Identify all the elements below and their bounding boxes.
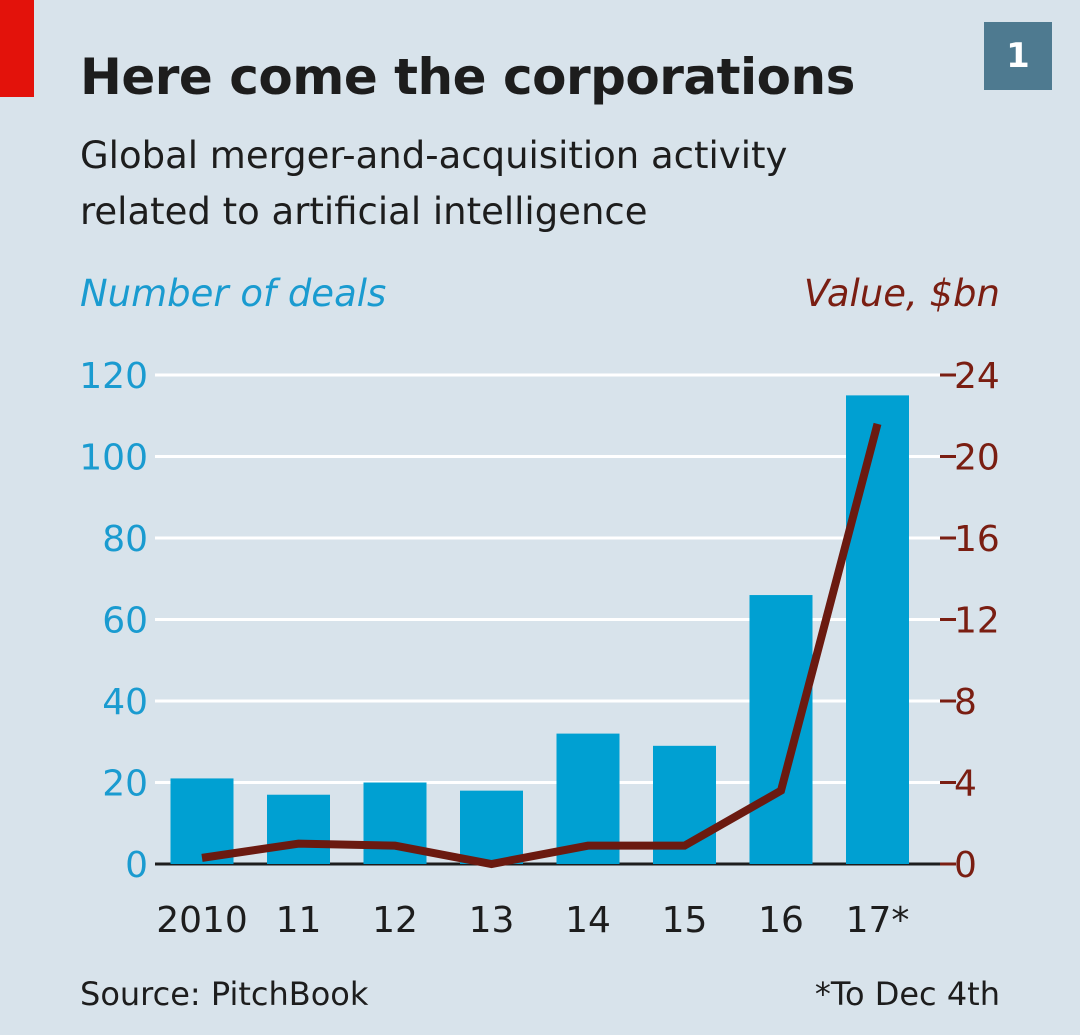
x-tick-label: 11 (276, 900, 322, 941)
left-axis-title: Number of deals (80, 272, 387, 315)
value-series-line (201, 422, 882, 869)
right-axis-title: Value, $bn (803, 272, 1000, 315)
right-tick-label: 20 (954, 438, 1000, 479)
left-tick-label: 80 (102, 519, 148, 560)
chart-number-badge: 1 (984, 22, 1052, 90)
left-tick-label: 100 (79, 438, 148, 479)
red-accent-tab (0, 0, 34, 97)
right-tick-label: 8 (954, 682, 977, 723)
x-tick-label: 14 (565, 900, 611, 941)
footnote: *To Dec 4th (814, 975, 1000, 1013)
left-tick-label: 20 (102, 764, 148, 805)
left-tick-label: 0 (125, 845, 148, 886)
source-note: Source: PitchBook (80, 975, 369, 1013)
x-tick-label: 15 (662, 900, 708, 941)
chart-subtitle: Global merger-and-acquisition activity r… (80, 134, 788, 233)
gridlines (155, 373, 956, 866)
x-tick-label: 17* (846, 900, 910, 941)
right-tick-label: 16 (954, 519, 1000, 560)
x-tick-label: 12 (372, 900, 418, 941)
bars (170, 395, 909, 864)
left-tick-label: 40 (102, 682, 148, 723)
x-tick-label: 16 (758, 900, 804, 941)
deals-bar (749, 595, 813, 864)
x-tick-label: 2010 (156, 900, 248, 941)
left-tick-label: 60 (102, 601, 148, 642)
right-tick-label: 0 (954, 845, 977, 886)
chart-title: Here come the corporations (80, 48, 855, 106)
deals-bar (846, 395, 909, 864)
deals-bar (460, 790, 523, 864)
deals-bar (170, 778, 234, 864)
value-line (201, 422, 882, 869)
right-tick-label: 24 (954, 356, 1000, 397)
right-tick-label: 4 (954, 764, 977, 805)
axis-labels: 0 0 20 4 40 8 60 12 80 16 100 20 120 24 2010 11 12 13 14 15… (79, 356, 1000, 941)
deals-bar (267, 794, 330, 864)
left-tick-label: 120 (79, 356, 148, 397)
right-tick-label: 12 (954, 601, 1000, 642)
x-tick-label: 13 (469, 900, 515, 941)
